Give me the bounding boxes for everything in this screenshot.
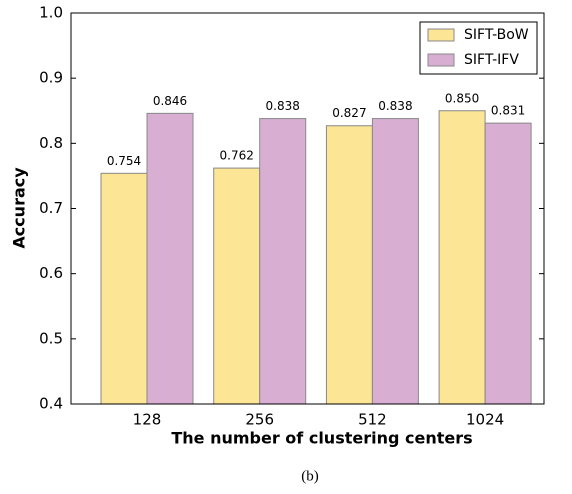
- y-tick-label: 0.8: [39, 134, 63, 152]
- bar: [484, 122, 532, 405]
- value-label: 0.850: [445, 91, 479, 105]
- y-tick-label: 0.9: [39, 69, 63, 87]
- x-axis-label: The number of clustering centers: [171, 429, 472, 448]
- value-label: 0.846: [153, 94, 187, 108]
- bar: [146, 112, 194, 405]
- y-tick-label: 0.7: [39, 199, 63, 217]
- y-axis-label: Accuracy: [10, 167, 29, 249]
- legend-label: SIFT-BoW: [464, 27, 529, 43]
- value-label: 0.831: [491, 104, 525, 118]
- caption: (b): [301, 468, 319, 484]
- value-label: 0.762: [220, 149, 254, 163]
- value-label: 0.754: [107, 154, 141, 168]
- legend-swatch: [427, 28, 455, 42]
- x-tick-label: 512: [358, 411, 387, 429]
- value-label: 0.838: [266, 99, 300, 113]
- x-tick-label: 128: [133, 411, 162, 429]
- legend-swatch: [427, 53, 455, 67]
- bar: [259, 118, 307, 405]
- bar: [325, 125, 373, 405]
- plot-frame: [70, 12, 545, 405]
- y-tick-label: 1.0: [39, 4, 63, 22]
- x-tick-label: 256: [245, 411, 274, 429]
- y-tick-label: 0.6: [39, 264, 63, 282]
- y-tick-label: 0.4: [39, 395, 63, 413]
- value-label: 0.838: [378, 99, 412, 113]
- bar: [438, 110, 486, 405]
- value-label: 0.827: [332, 106, 366, 120]
- bar: [213, 167, 261, 405]
- x-tick-label: 1024: [466, 411, 504, 429]
- bar: [371, 118, 419, 405]
- bar: [100, 172, 148, 405]
- y-tick-label: 0.5: [39, 329, 63, 347]
- legend-label: SIFT-IFV: [464, 52, 519, 68]
